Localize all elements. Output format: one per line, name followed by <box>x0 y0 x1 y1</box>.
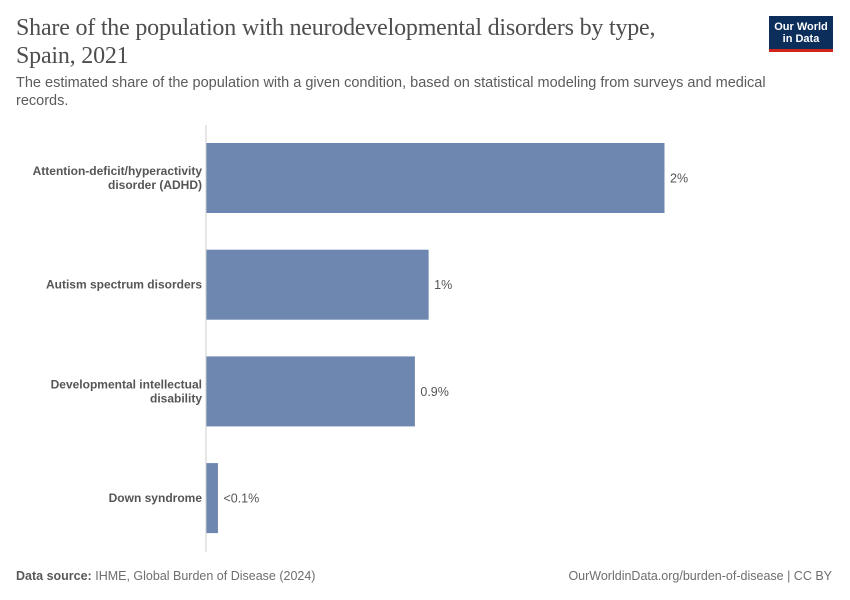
bar-2[interactable] <box>206 356 415 427</box>
chart-subtitle: The estimated share of the population wi… <box>16 75 766 109</box>
logo-line-2: in Data <box>782 32 820 45</box>
footer-link[interactable]: OurWorldinData.org/burden-of-disease | C… <box>568 569 832 583</box>
category-label-1: Autism spectrum disorders <box>46 278 202 292</box>
value-label-3: <0.1% <box>223 492 259 506</box>
category-label-2: Developmental intellectual disability <box>51 377 203 405</box>
category-label-0: Attention-deficit/hyperactivity disorder … <box>33 164 203 192</box>
bar-3[interactable] <box>206 463 218 534</box>
category-label-3: Down syndrome <box>109 491 203 505</box>
logo-line-1: Our World <box>774 20 828 33</box>
data-source-text: IHME, Global Burden of Disease (2024) <box>95 569 316 583</box>
value-label-2: 0.9% <box>420 385 449 399</box>
bar-1[interactable] <box>206 249 429 320</box>
bar-0[interactable] <box>206 143 665 213</box>
data-source-label: Data source: <box>16 569 92 583</box>
chart-title: Share of the population with neurodevelo… <box>16 15 656 69</box>
owid-logo[interactable]: Our World in Data <box>769 16 833 52</box>
value-label-0: 2% <box>670 172 688 186</box>
data-source: Data source: IHME, Global Burden of Dise… <box>16 569 315 583</box>
value-label-1: 1% <box>434 278 452 292</box>
